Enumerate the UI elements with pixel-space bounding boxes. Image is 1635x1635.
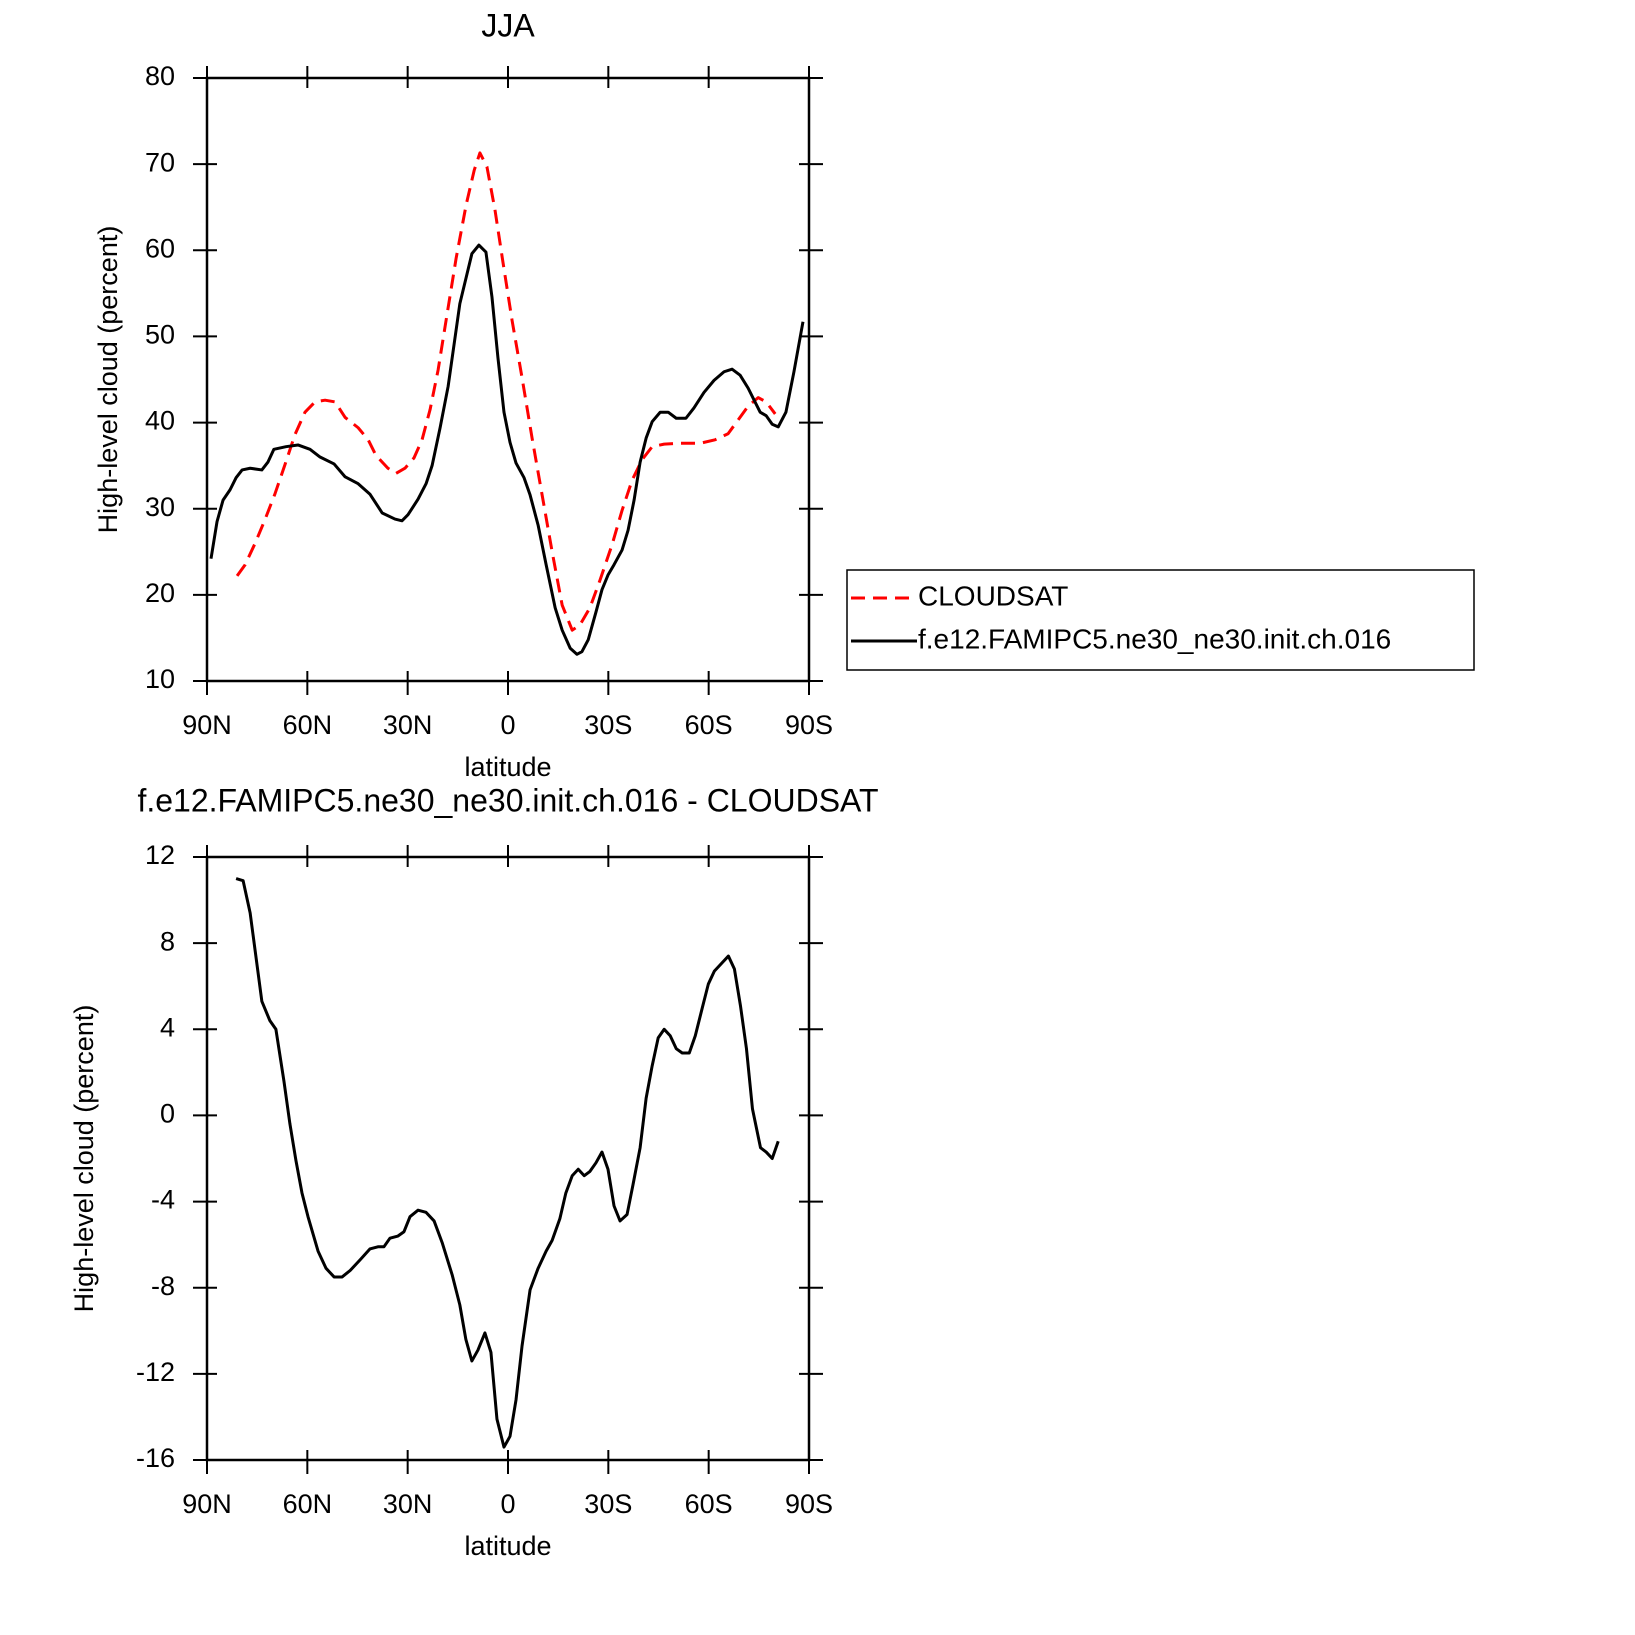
legend-box — [846, 569, 1475, 671]
y-tick-label: 10 — [145, 664, 175, 694]
data-line — [235, 151, 777, 632]
legend-label: CLOUDSAT — [918, 580, 1068, 611]
x-tick-label: 90S — [785, 710, 833, 740]
plot-frame — [205, 855, 811, 1462]
x-tick-label: 0 — [500, 710, 515, 740]
y-tick-label: -8 — [151, 1271, 175, 1301]
x-tick-label: 90S — [785, 1489, 833, 1519]
x-tick-label: 0 — [500, 1489, 515, 1519]
x-tick-label: 30S — [584, 1489, 632, 1519]
y-tick-label: 40 — [145, 406, 175, 436]
x-tick-label: 60S — [685, 1489, 733, 1519]
chart-title: JJA — [481, 7, 535, 43]
x-axis-label: latitude — [464, 752, 551, 782]
y-tick-label: 4 — [160, 1012, 175, 1042]
x-tick-label: 90N — [182, 710, 232, 740]
x-tick-label: 60N — [283, 1489, 333, 1519]
y-axis-label: High-level cloud (percent) — [69, 1005, 99, 1313]
x-tick-label: 30N — [383, 710, 433, 740]
y-tick-label: 50 — [145, 320, 175, 350]
chart-title: f.e12.FAMIPC5.ne30_ne30.init.ch.016 - CL… — [137, 782, 878, 818]
x-tick-label: 90N — [182, 1489, 232, 1519]
y-tick-label: 30 — [145, 492, 175, 522]
y-tick-label: 0 — [160, 1099, 175, 1129]
y-tick-label: -16 — [136, 1443, 175, 1473]
y-tick-label: 12 — [145, 840, 175, 870]
x-tick-label: 60N — [283, 710, 333, 740]
x-tick-label: 60S — [685, 710, 733, 740]
y-axis-label: High-level cloud (percent) — [93, 226, 123, 534]
y-tick-label: 8 — [160, 926, 175, 956]
plot-frame — [205, 76, 811, 683]
data-line — [235, 877, 780, 1449]
x-tick-label: 30S — [584, 710, 632, 740]
y-tick-label: 70 — [145, 147, 175, 177]
y-tick-label: 20 — [145, 578, 175, 608]
data-line — [209, 243, 805, 656]
x-tick-label: 30N — [383, 1489, 433, 1519]
y-tick-label: 80 — [145, 61, 175, 91]
legend-label: f.e12.FAMIPC5.ne30_ne30.init.ch.016 — [918, 623, 1391, 654]
x-axis-label: latitude — [464, 1531, 551, 1561]
y-tick-label: -12 — [136, 1357, 175, 1387]
y-tick-label: -4 — [151, 1185, 175, 1215]
y-tick-label: 60 — [145, 233, 175, 263]
